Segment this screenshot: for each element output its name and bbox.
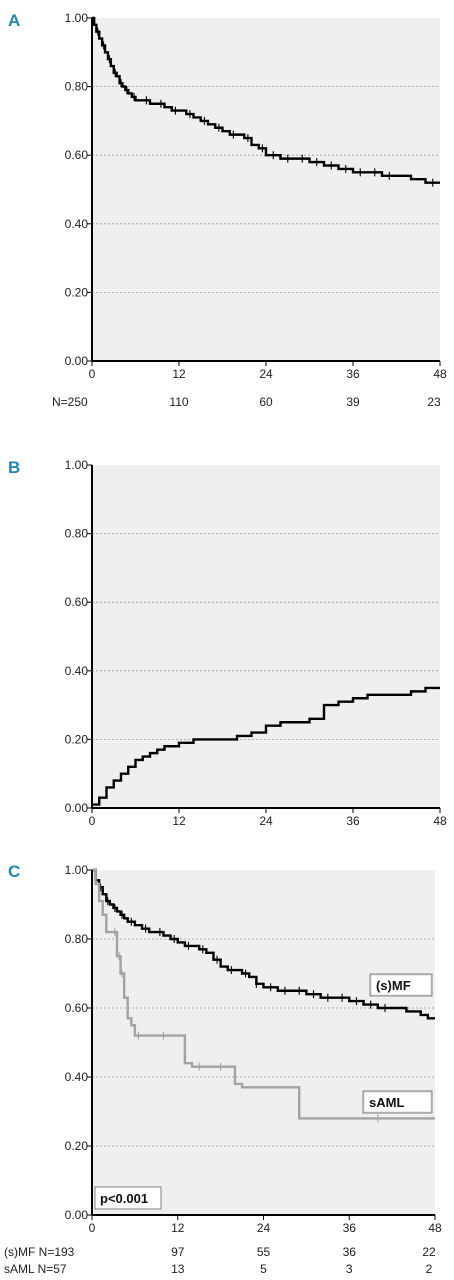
risk-count: 39 bbox=[346, 395, 360, 409]
ytick-label: 0.00 bbox=[65, 801, 89, 815]
legend-label-smf: (s)MF bbox=[376, 978, 411, 993]
risk-count: 22 bbox=[422, 1245, 436, 1259]
legend-label-saml: sAML bbox=[369, 1095, 404, 1110]
risk-count: 36 bbox=[343, 1245, 357, 1259]
xtick-label: 12 bbox=[171, 1221, 185, 1235]
panel-letter-b: B bbox=[8, 458, 20, 477]
ytick-label: 0.60 bbox=[65, 148, 89, 162]
risk-row-label: (s)MF N=193 bbox=[4, 1245, 75, 1259]
panel-a: A 0.00 0.20 0.40 0.60 0.80 1.00 0 12 24 … bbox=[8, 11, 447, 409]
p-value-label: p<0.001 bbox=[100, 1191, 148, 1206]
risk-count: 3 bbox=[346, 1262, 353, 1276]
panel-c: C 0.00 0.20 0.40 0.60 0.80 1.00 0 12 24 … bbox=[4, 862, 442, 1276]
ytick-label: 0.40 bbox=[65, 1070, 89, 1084]
xtick-label: 36 bbox=[343, 1221, 357, 1235]
plot-area-a bbox=[92, 18, 440, 361]
xticks-c: 0 12 24 36 48 bbox=[89, 1221, 442, 1235]
legend-box bbox=[369, 973, 433, 997]
plot-area-c bbox=[92, 870, 435, 1215]
panel-b: B 0.00 0.20 0.40 0.60 0.80 1.00 0 12 24 … bbox=[8, 458, 447, 828]
risk-row-label: sAML N=57 bbox=[4, 1262, 67, 1276]
ytick-label: 0.20 bbox=[65, 285, 89, 299]
xtick-label: 24 bbox=[259, 367, 273, 381]
ytick-label: 0.60 bbox=[65, 1001, 89, 1015]
xtick-label: 48 bbox=[433, 814, 447, 828]
risk-count: 97 bbox=[171, 1245, 185, 1259]
yticks-c: 0.00 0.20 0.40 0.60 0.80 1.00 bbox=[65, 863, 89, 1222]
curves-a bbox=[92, 16, 440, 187]
panel-letter-a: A bbox=[8, 11, 20, 30]
ytick-label: 0.40 bbox=[65, 217, 89, 231]
ytick-label: 1.00 bbox=[65, 11, 89, 25]
xtick-label: 12 bbox=[172, 814, 186, 828]
xtick-label: 0 bbox=[89, 814, 96, 828]
ytick-label: 0.80 bbox=[65, 932, 89, 946]
series-line bbox=[92, 686, 440, 806]
axes-b bbox=[87, 464, 441, 813]
xtick-label: 36 bbox=[346, 814, 360, 828]
xticks-b: 0 12 24 36 48 bbox=[89, 814, 447, 828]
series-line-saml bbox=[92, 868, 435, 1120]
plot-area-b bbox=[92, 465, 440, 808]
risk-count: 110 bbox=[169, 395, 188, 409]
legend-saml: sAML bbox=[362, 1090, 433, 1114]
annotation-box bbox=[94, 1186, 162, 1210]
risk-count: 5 bbox=[260, 1262, 267, 1276]
ytick-label: 0.80 bbox=[65, 80, 89, 94]
legend-box-bevel bbox=[363, 1091, 432, 1113]
xtick-label: 12 bbox=[172, 367, 186, 381]
curves-c bbox=[92, 868, 435, 1123]
xtick-label: 36 bbox=[346, 367, 360, 381]
ytick-label: 1.00 bbox=[65, 458, 89, 472]
risk-table-c: (s)MF N=193 97 55 36 22 sAML N=57 13 5 3… bbox=[4, 1245, 436, 1276]
xtick-label: 48 bbox=[428, 1221, 442, 1235]
risk-count: 13 bbox=[171, 1262, 185, 1276]
risk-table-a: N=250 110 60 39 23 bbox=[52, 395, 441, 409]
ytick-label: 0.20 bbox=[65, 732, 89, 746]
ytick-label: 0.00 bbox=[65, 1208, 89, 1222]
axes-c bbox=[87, 869, 436, 1220]
xtick-label: 48 bbox=[433, 367, 447, 381]
xtick-label: 0 bbox=[89, 367, 96, 381]
ytick-label: 0.60 bbox=[65, 595, 89, 609]
yticks-b: 0.00 0.20 0.40 0.60 0.80 1.00 bbox=[65, 458, 89, 815]
risk-count: 2 bbox=[426, 1262, 433, 1276]
xtick-label: 24 bbox=[257, 1221, 271, 1235]
risk-count: 55 bbox=[257, 1245, 271, 1259]
curves-b bbox=[92, 686, 440, 806]
risk-count: 23 bbox=[427, 395, 441, 409]
ytick-label: 0.80 bbox=[65, 527, 89, 541]
grid-b bbox=[92, 533, 440, 740]
legend-box bbox=[362, 1090, 433, 1114]
risk-row-label: N=250 bbox=[52, 395, 88, 409]
series-line bbox=[92, 16, 440, 184]
risk-count: 60 bbox=[259, 395, 273, 409]
panel-letter-c: C bbox=[8, 862, 20, 881]
ytick-label: 0.40 bbox=[65, 664, 89, 678]
ytick-label: 1.00 bbox=[65, 863, 89, 877]
axes-a bbox=[87, 17, 441, 366]
legend-smf: (s)MF bbox=[369, 973, 433, 997]
ytick-label: 0.20 bbox=[65, 1139, 89, 1153]
p-value-box: p<0.001 bbox=[94, 1186, 162, 1210]
xtick-label: 24 bbox=[259, 814, 273, 828]
yticks-a: 0.00 0.20 0.40 0.60 0.80 1.00 bbox=[65, 11, 89, 368]
xtick-label: 0 bbox=[89, 1221, 96, 1235]
ytick-label: 0.00 bbox=[65, 354, 89, 368]
legend-box-bevel bbox=[370, 974, 432, 996]
xticks-a: 0 12 24 36 48 bbox=[89, 367, 447, 381]
